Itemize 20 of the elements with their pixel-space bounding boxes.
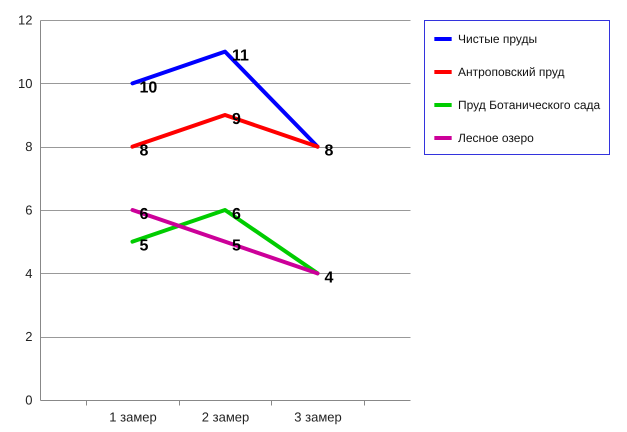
legend-label: Пруд Ботанического сада <box>458 98 601 112</box>
y-tick-label: 6 <box>25 202 32 218</box>
x-tick-label: 2 замер <box>202 410 250 424</box>
legend-label: Чистые пруды <box>458 32 538 46</box>
data-label: 8 <box>140 142 148 160</box>
data-label: 10 <box>140 79 158 96</box>
y-tick-label: 0 <box>25 392 32 408</box>
legend-label: Антроповский пруд <box>458 65 565 79</box>
data-label: 5 <box>140 238 148 255</box>
x-tick-label: 3 замер <box>294 410 342 424</box>
data-label: 4 <box>324 269 334 286</box>
x-tick-label: 1 замер <box>109 410 157 424</box>
data-label: 8 <box>324 142 334 160</box>
y-tick-label: 10 <box>18 76 32 91</box>
data-label: 11 <box>232 48 250 65</box>
y-tick-label: 8 <box>25 139 32 154</box>
y-tick-label: 2 <box>25 329 32 344</box>
y-tick-label: 4 <box>25 266 32 281</box>
legend-label: Лесное озеро <box>458 131 534 145</box>
y-tick-label: 12 <box>18 12 32 28</box>
